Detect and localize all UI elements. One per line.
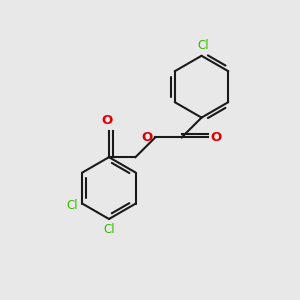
Text: O: O [211,131,222,144]
Text: O: O [101,114,112,127]
Text: Cl: Cl [66,199,78,212]
Text: O: O [142,131,153,144]
Text: Cl: Cl [103,224,115,236]
Text: Cl: Cl [197,39,209,52]
